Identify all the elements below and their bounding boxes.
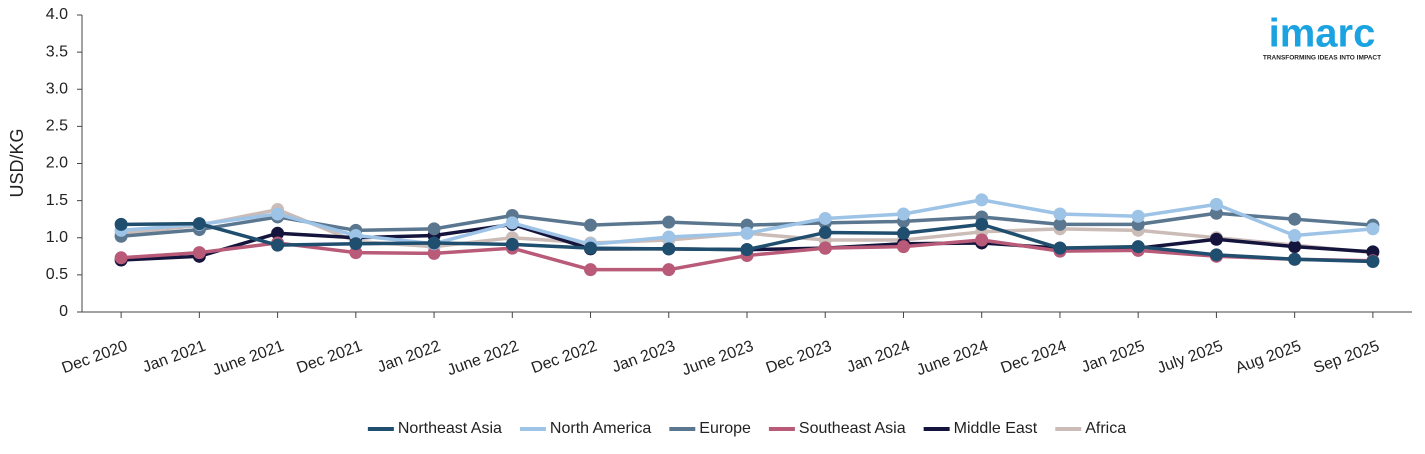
marker xyxy=(818,226,832,240)
marker xyxy=(896,226,910,240)
y-tick-label: 2.0 xyxy=(46,155,68,172)
marker xyxy=(1209,232,1223,246)
legend: Northeast Asia North America Europe Southea… xyxy=(367,420,1126,437)
marker xyxy=(1209,197,1223,211)
y-tick-label: 2.5 xyxy=(46,118,68,135)
x-tick-label: Dec 2021 xyxy=(294,338,364,377)
marker xyxy=(818,241,832,255)
x-tick-label: Jan 2023 xyxy=(610,338,678,377)
marker xyxy=(818,211,832,225)
x-tick-label: July 2025 xyxy=(1155,338,1225,377)
marker xyxy=(584,263,598,277)
marker xyxy=(584,218,598,232)
y-tick-label: 1.5 xyxy=(46,192,68,209)
x-tick-label: Aug 2025 xyxy=(1233,338,1303,377)
x-tick-label: Dec 2020 xyxy=(60,338,130,377)
legend-item: Europe xyxy=(669,420,751,437)
x-tick-label: Jan 2022 xyxy=(375,338,443,377)
legend-label: Southeast Asia xyxy=(799,420,906,437)
legend-item: Southeast Asia xyxy=(768,420,906,437)
marker xyxy=(192,217,206,231)
x-tick-label: June 2022 xyxy=(445,338,521,380)
y-tick-label: 3.5 xyxy=(46,43,68,60)
x-tick-label: June 2023 xyxy=(680,338,756,380)
marker xyxy=(192,246,206,260)
y-axis-title: USD/KG xyxy=(7,128,27,197)
legend-label: Africa xyxy=(1085,420,1126,437)
y-tick-label: 1.0 xyxy=(46,229,68,246)
x-tick-label: June 2021 xyxy=(210,338,286,380)
marker xyxy=(1209,248,1223,262)
x-tick-label: Sep 2025 xyxy=(1311,338,1381,377)
marker xyxy=(1288,229,1302,243)
legend-item: North America xyxy=(519,420,651,437)
marker xyxy=(1053,217,1067,231)
marker xyxy=(975,217,989,231)
marker xyxy=(1366,222,1380,236)
x-tick-label: Dec 2023 xyxy=(764,338,834,377)
marker xyxy=(427,222,441,236)
marker xyxy=(1366,255,1380,269)
marker xyxy=(975,233,989,247)
legend-item: Middle East xyxy=(923,420,1038,437)
logo: imarc TRANSFORMING IDEAS INTO IMPACT xyxy=(1263,12,1381,62)
legend-label: Europe xyxy=(699,420,751,437)
marker xyxy=(662,263,676,277)
legend-label: Middle East xyxy=(954,420,1038,437)
y-tick-label: 3.0 xyxy=(46,80,68,97)
marker xyxy=(662,230,676,244)
x-tick-label: Dec 2022 xyxy=(529,338,599,377)
marker xyxy=(1366,245,1380,259)
marker xyxy=(1053,207,1067,221)
marker xyxy=(662,215,676,229)
marker xyxy=(427,236,441,250)
x-tick-label: Jan 2021 xyxy=(140,338,208,377)
legend-item: Northeast Asia xyxy=(367,420,502,437)
series xyxy=(114,217,1380,269)
marker xyxy=(896,207,910,221)
marker xyxy=(896,240,910,254)
marker xyxy=(584,241,598,255)
logo-name: imarc xyxy=(1269,12,1376,56)
marker xyxy=(740,243,754,257)
marker xyxy=(1209,206,1223,220)
marker xyxy=(1053,241,1067,255)
marker xyxy=(271,238,285,252)
marker xyxy=(505,237,519,251)
marker xyxy=(427,246,441,260)
marker xyxy=(1131,240,1145,254)
marker xyxy=(1288,212,1302,226)
marker xyxy=(271,207,285,221)
logo-tagline: TRANSFORMING IDEAS INTO IMPACT xyxy=(1263,55,1381,62)
y-tick-label: 4.0 xyxy=(46,6,68,23)
marker xyxy=(114,251,128,265)
marker xyxy=(271,226,285,240)
y-tick-label: 0.5 xyxy=(46,266,68,283)
marker xyxy=(1131,209,1145,223)
marker xyxy=(1288,252,1302,266)
marker xyxy=(349,237,363,251)
legend-label: North America xyxy=(550,420,651,437)
marker xyxy=(740,226,754,240)
legend-item: Africa xyxy=(1055,420,1126,437)
x-tick-label: Jan 2024 xyxy=(845,338,913,377)
marker xyxy=(349,246,363,260)
marker xyxy=(505,216,519,230)
y-tick-label: 0 xyxy=(59,303,68,320)
x-tick-label: Jan 2025 xyxy=(1079,338,1147,377)
x-tick-label: June 2024 xyxy=(914,338,990,380)
marker xyxy=(662,242,676,256)
marker xyxy=(114,217,128,231)
legend-label: Northeast Asia xyxy=(398,420,502,437)
marker xyxy=(1288,240,1302,254)
x-tick-label: Dec 2024 xyxy=(999,338,1069,377)
marker xyxy=(975,193,989,207)
